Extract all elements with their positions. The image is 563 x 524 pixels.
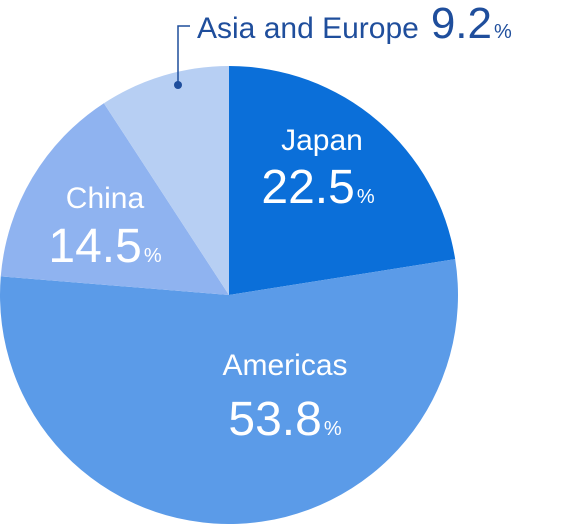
- unit-label: %: [144, 245, 162, 267]
- unit-label: %: [324, 418, 342, 440]
- callout-line: [177, 25, 190, 85]
- slice-label: Asia and Europe 9.2%: [197, 0, 512, 48]
- slice-value: 22.5%: [261, 161, 374, 214]
- pie-slice: [229, 66, 456, 295]
- category-name: Japan: [281, 124, 363, 157]
- value-label: 22.5: [261, 161, 354, 214]
- category-name: Americas: [222, 349, 347, 382]
- unit-label: %: [494, 21, 512, 43]
- pie-slice: [0, 103, 229, 295]
- category-name: Asia and Europe: [197, 12, 419, 45]
- pie: [0, 66, 458, 524]
- value-label: 9.2: [431, 0, 492, 48]
- callout-dot: [174, 81, 182, 89]
- pie-slice: [0, 259, 458, 524]
- pie-slice: [103, 66, 229, 295]
- slice-value: 53.8%: [228, 393, 341, 446]
- value-label: 53.8: [228, 393, 321, 446]
- category-name: China: [66, 182, 145, 215]
- value-label: 14.5: [48, 220, 141, 273]
- unit-label: %: [357, 186, 375, 208]
- slice-value: 14.5%: [48, 220, 161, 273]
